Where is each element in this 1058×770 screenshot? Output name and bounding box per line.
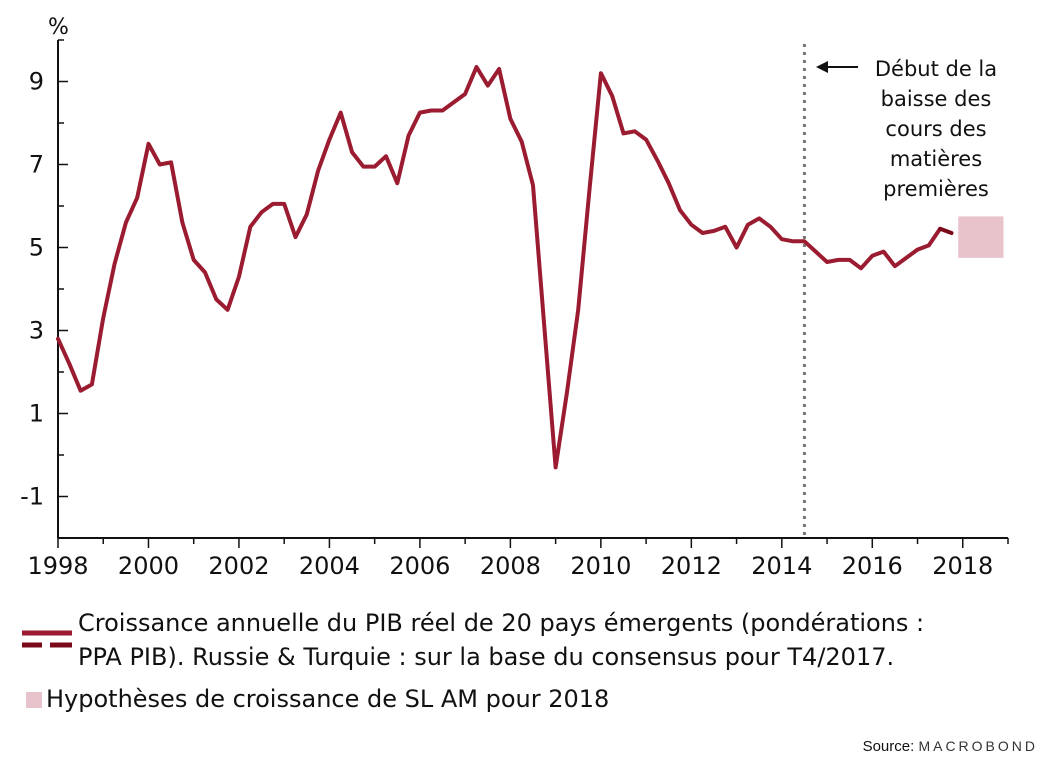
y-tick-label: 1	[29, 400, 44, 428]
source-brand: MACROBOND	[918, 738, 1038, 754]
series-line-estimate	[938, 226, 954, 235]
source-credit: Source: MACROBOND	[863, 738, 1038, 755]
annotation-line: matières	[890, 147, 982, 171]
legend-item-band: Hypothèses de croissance de SL AM pour 2…	[22, 682, 924, 716]
legend-item-series: Croissance annuelle du PIB réel de 20 pa…	[22, 606, 924, 674]
forecast-band-layer	[958, 216, 1004, 258]
legend-series-label-line1: Croissance annuelle du PIB réel de 20 pa…	[78, 609, 925, 637]
annotation-arrowhead	[816, 61, 828, 73]
x-tick-label: 2010	[570, 552, 631, 580]
series-layer	[56, 65, 954, 470]
series-line-gdp-growth	[56, 65, 943, 470]
y-tick-label: 7	[29, 151, 44, 179]
y-axis: -1 1 3 5 7 9	[20, 39, 68, 539]
y-tick-label: 3	[29, 317, 44, 345]
source-label: Source:	[862, 738, 915, 755]
annotation-line: Début de la	[875, 57, 997, 81]
annotation: Début de la baisse des cours des matière…	[816, 57, 997, 201]
legend-band-label: Hypothèses de croissance de SL AM pour 2…	[46, 685, 610, 713]
annotation-line: baisse des	[881, 87, 992, 111]
chart: -1 1 3 5 7 9 1998 2000 2002 2004 2006 2008 2010 2012…	[20, 15, 1009, 580]
x-tick-label: 2004	[299, 552, 360, 580]
x-tick-label: 2008	[480, 552, 541, 580]
legend-swatch-box	[26, 692, 42, 708]
forecast-band	[958, 216, 1004, 258]
x-tick-label: 2000	[118, 552, 179, 580]
annotation-line: premières	[883, 177, 989, 201]
x-axis: 1998 2000 2002 2004 2006 2008 2010 2012 2014 2016…	[27, 537, 1009, 580]
x-tick-label: 2016	[842, 552, 903, 580]
legend-swatch-line	[22, 630, 72, 648]
x-tick-label: 1998	[27, 552, 88, 580]
x-tick-label: 2014	[751, 552, 812, 580]
y-tick-label: 5	[29, 234, 44, 262]
y-tick-label: 9	[29, 68, 44, 96]
legend: Croissance annuelle du PIB réel de 20 pa…	[22, 606, 924, 716]
legend-series-label-line2: PPA PIB). Russie & Turquie : sur la base…	[78, 643, 895, 671]
x-tick-label: 2012	[661, 552, 722, 580]
x-tick-label: 2018	[932, 552, 993, 580]
x-tick-label: 2002	[208, 552, 269, 580]
y-unit-label: %	[48, 15, 69, 40]
x-tick-label: 2006	[389, 552, 450, 580]
annotation-line: cours des	[885, 117, 986, 141]
y-tick-label: -1	[20, 483, 44, 511]
